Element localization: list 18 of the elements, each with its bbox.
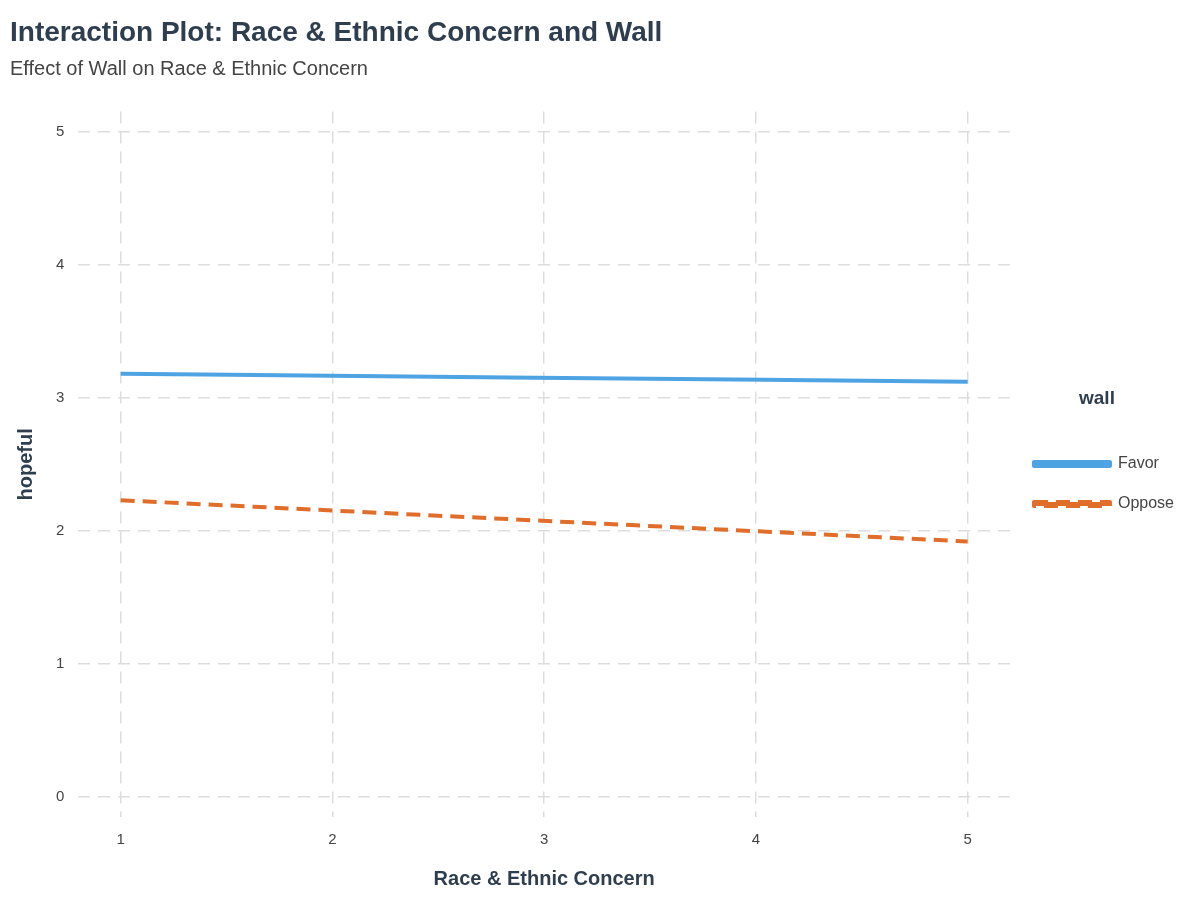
x-tick-label: 1 [116, 830, 125, 848]
y-axis-title: hopeful [13, 428, 36, 501]
y-tick-label: 2 [56, 520, 65, 538]
legend-label: Oppose [1117, 494, 1175, 512]
y-tick-label: 0 [56, 787, 65, 805]
y-tick-label: 3 [56, 387, 65, 405]
y-tick-label: 5 [56, 121, 65, 139]
x-tick-label: 3 [539, 830, 549, 848]
legend-label: Favor [1117, 454, 1160, 472]
x-tick-label: 5 [963, 830, 972, 848]
x-axis-title: Race & Ethnic Concern [433, 866, 655, 889]
chart-subtitle: Effect of Wall on Race & Ethnic Concern [10, 57, 368, 80]
chart-title: Interaction Plot: Race & Ethnic Concern and Wall [10, 15, 663, 47]
legend-title: wall [1078, 386, 1115, 408]
x-tick-label: 4 [751, 830, 761, 848]
y-tick-label: 4 [56, 254, 65, 272]
y-tick-label: 1 [56, 654, 65, 672]
x-tick-label: 2 [328, 830, 337, 848]
